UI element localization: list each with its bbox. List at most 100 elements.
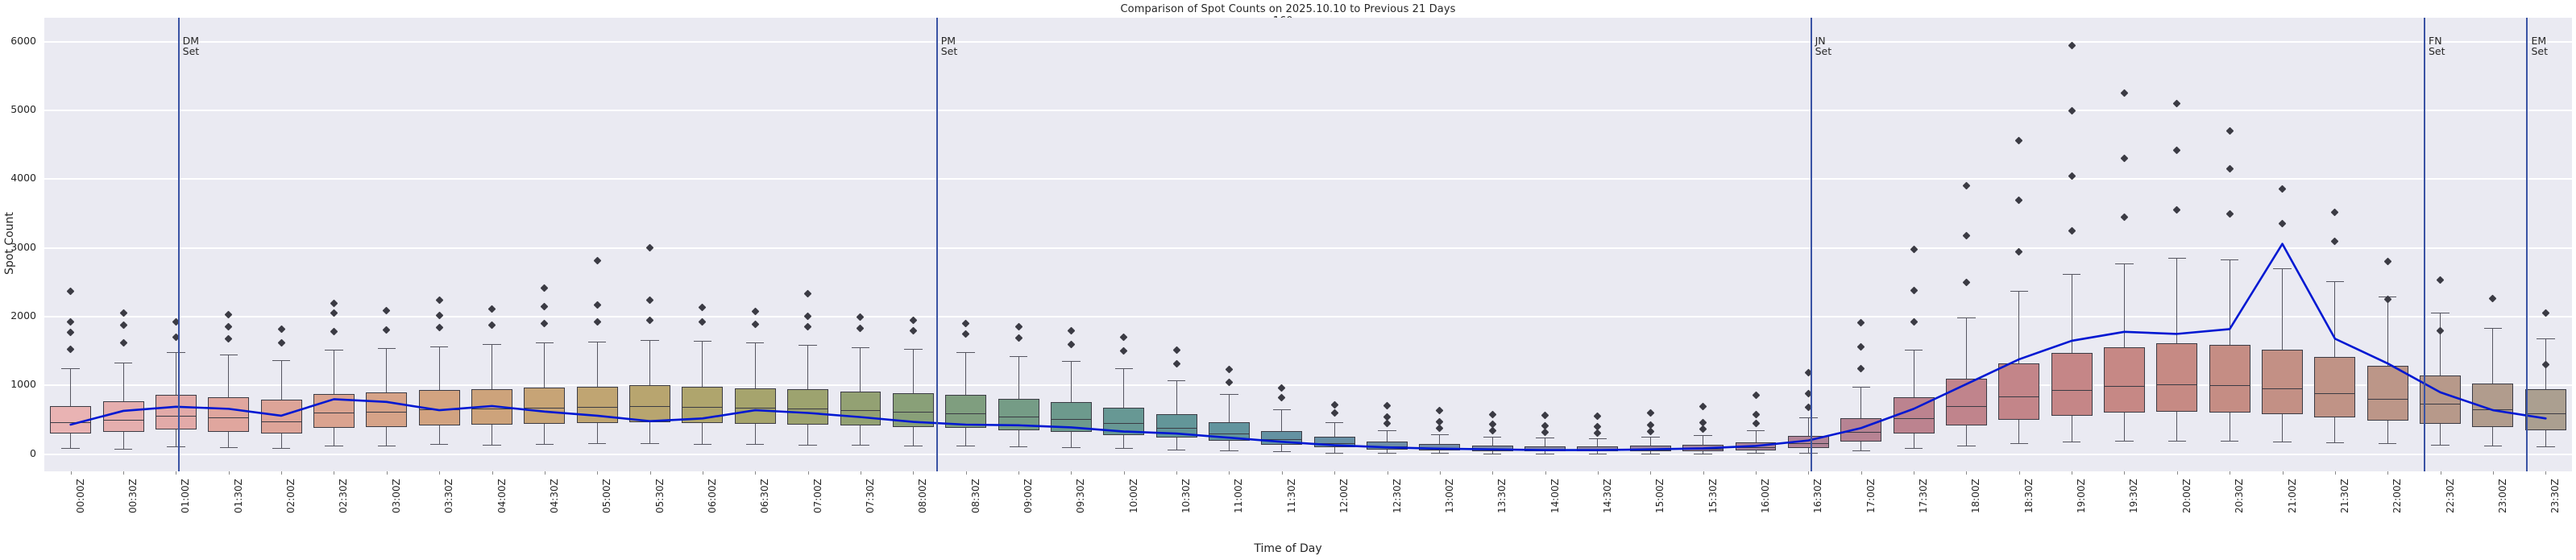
boxplot-median	[945, 413, 987, 415]
x-tick-label: 18:30Z	[2022, 479, 2035, 513]
boxplot-cap	[1114, 447, 1133, 449]
boxplot-median	[260, 421, 302, 422]
x-tick-label: 12:00Z	[1338, 479, 1350, 513]
boxplot-cap	[2537, 338, 2555, 339]
boxplot-cap	[1272, 451, 1292, 453]
boxplot-cap	[483, 444, 501, 446]
boxplot-cap	[1378, 453, 1396, 454]
x-tick-label: 09:00Z	[1023, 479, 1035, 513]
y-tick-label: 3000	[10, 240, 36, 253]
boxplot-median	[576, 406, 618, 408]
y-gridline	[44, 247, 2572, 249]
boxplot-cap	[641, 443, 659, 445]
boxplot-cap	[1588, 438, 1607, 440]
boxplot-median	[892, 411, 934, 413]
boxplot-box	[734, 388, 776, 425]
boxplot-median	[1787, 442, 1829, 444]
boxplot-whisker	[1597, 438, 1599, 454]
boxplot-cap	[904, 349, 923, 351]
boxplot-cap	[377, 348, 396, 350]
x-tick-mark	[1018, 471, 1020, 475]
boxplot-box	[2420, 375, 2462, 425]
boxplot-cap	[2062, 274, 2081, 276]
x-tick-mark	[597, 471, 599, 475]
boxplot-median	[1103, 423, 1145, 425]
x-tick-label: 02:30Z	[338, 479, 350, 513]
boxplot-box	[2314, 357, 2356, 417]
x-tick-label: 02:00Z	[285, 479, 297, 513]
y-tick-label: 2000	[10, 309, 36, 322]
boxplot-box	[102, 400, 144, 433]
x-tick-label: 22:30Z	[2444, 479, 2456, 513]
x-tick-label: 06:00Z	[706, 479, 718, 513]
boxplot-median	[2209, 384, 2250, 386]
boxplot-box	[2367, 366, 2408, 421]
boxplot-median	[682, 406, 724, 408]
boxplot-cap	[851, 346, 870, 348]
boxplot-box	[1998, 363, 2040, 420]
boxplot-median	[2104, 386, 2145, 388]
boxplot-cap	[1694, 435, 1712, 437]
y-tick-label: 0	[30, 446, 36, 459]
boxplot-median	[2051, 390, 2093, 392]
boxplot-cap	[272, 359, 291, 361]
x-tick-mark	[913, 471, 915, 475]
boxplot-cap	[1746, 429, 1765, 431]
boxplot-cap	[219, 447, 238, 449]
boxplot-cap	[2431, 444, 2449, 446]
boxplot-box	[787, 389, 829, 425]
x-tick-mark	[70, 471, 72, 475]
x-tick-label: 05:30Z	[653, 479, 666, 513]
boxplot-cap	[1378, 429, 1396, 431]
x-tick-mark	[1597, 471, 1599, 475]
boxplot-cap	[1114, 368, 1133, 370]
boxplot-cap	[429, 346, 449, 347]
boxplot-median	[1840, 432, 1882, 433]
boxplot-median	[155, 415, 197, 417]
boxplot-whisker	[1491, 436, 1493, 454]
boxplot-cap	[1957, 317, 1976, 318]
boxplot-median	[1208, 433, 1250, 435]
boxplot-cap	[2220, 259, 2239, 261]
x-tick-mark	[2545, 471, 2547, 475]
boxplot-median	[1945, 405, 1987, 407]
x-tick-mark	[649, 471, 651, 475]
x-tick-label: 13:30Z	[1496, 479, 1508, 513]
boxplot-cap	[1430, 453, 1450, 454]
boxplot-cap	[1167, 380, 1186, 381]
boxplot-box	[840, 392, 881, 425]
x-tick-label: 11:30Z	[1285, 479, 1297, 513]
boxplot-cap	[1799, 452, 1818, 454]
x-tick-label: 19:00Z	[2076, 479, 2088, 513]
x-tick-mark	[1492, 471, 1494, 475]
x-tick-label: 23:00Z	[2496, 479, 2508, 513]
x-tick-label: 09:30Z	[1075, 479, 1087, 513]
x-tick-label: 21:00Z	[2286, 479, 2298, 513]
y-gridline	[44, 110, 2572, 112]
x-tick-label: 22:00Z	[2391, 479, 2404, 513]
boxplot-cap	[1009, 355, 1028, 357]
x-tick-label: 00:00Z	[74, 479, 86, 513]
boxplot-cap	[693, 443, 712, 445]
x-tick-label: 16:00Z	[1760, 479, 1771, 513]
boxplot-box	[2104, 346, 2145, 413]
boxplot-median	[366, 411, 408, 413]
boxplot-median	[1155, 428, 1197, 429]
x-tick-label: 04:30Z	[548, 479, 560, 513]
y-gridline	[44, 178, 2572, 180]
boxplot-cap	[2167, 257, 2187, 259]
x-tick-mark	[965, 471, 967, 475]
x-tick-mark	[1703, 471, 1704, 475]
boxplot-cap	[1062, 447, 1081, 449]
boxplot-cap	[114, 448, 133, 450]
boxplot-whisker	[1649, 437, 1651, 454]
x-tick-label: 17:30Z	[1918, 479, 1930, 513]
boxplot-median	[1998, 396, 2040, 398]
boxplot-cap	[1641, 437, 1660, 438]
boxplot-cap	[1325, 452, 1344, 454]
plot-area: DM Set PM Set JN Set FN Set EM Set	[44, 18, 2572, 471]
boxplot-cap	[851, 444, 870, 446]
x-tick-label: 11:00Z	[1233, 479, 1245, 513]
boxplot-cap	[167, 446, 185, 448]
x-tick-label: 13:00Z	[1443, 479, 1455, 513]
